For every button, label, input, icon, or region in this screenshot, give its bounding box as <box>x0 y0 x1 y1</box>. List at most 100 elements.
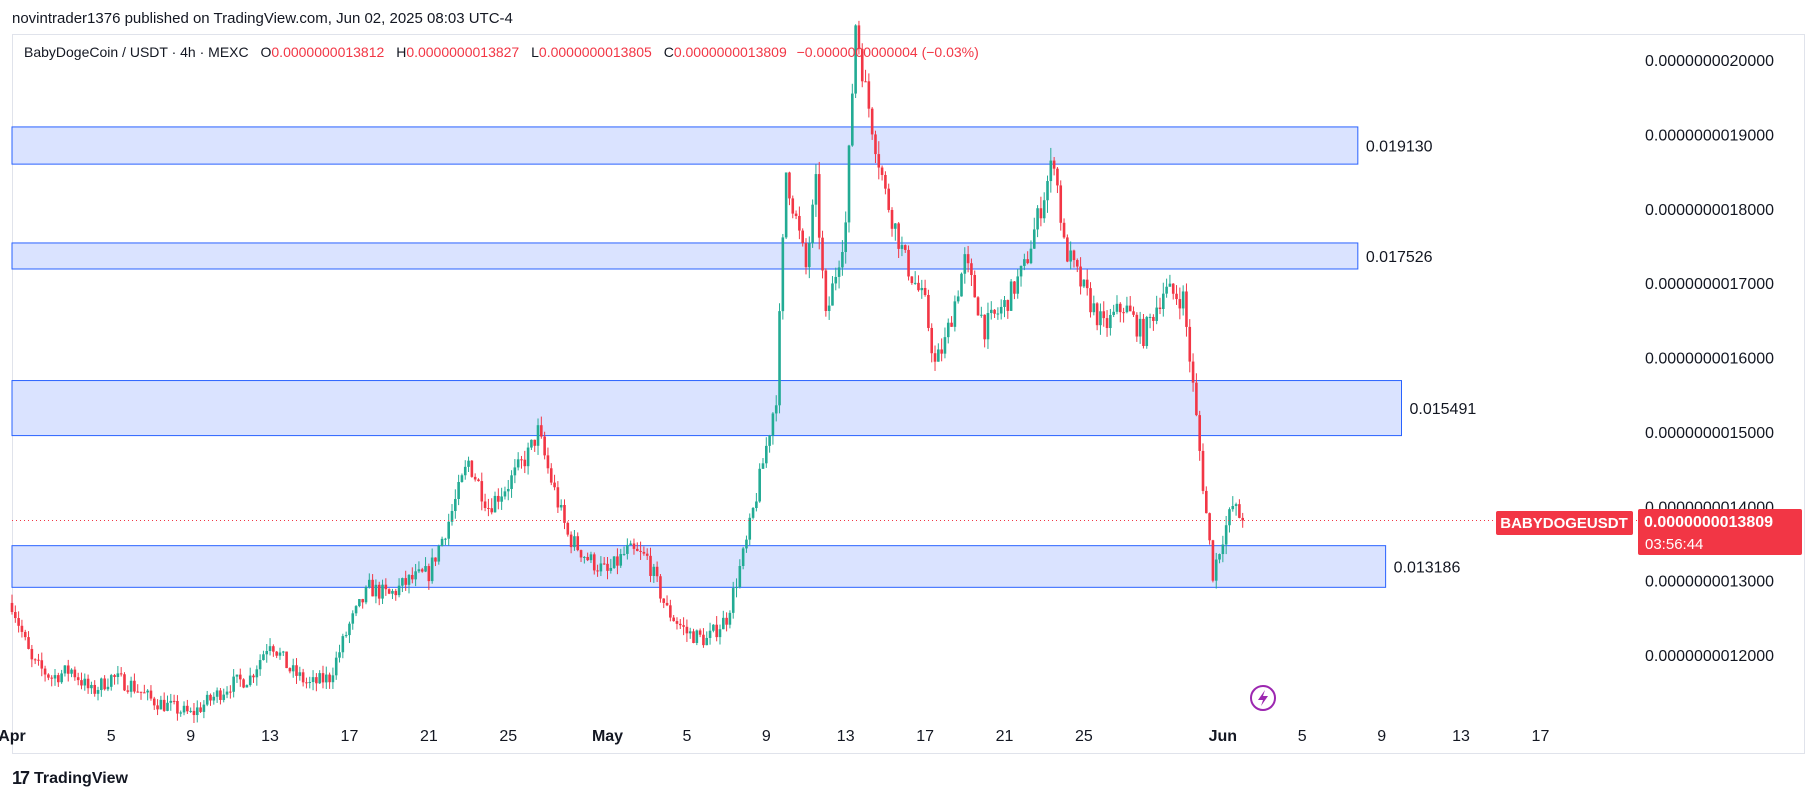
close-label: C <box>663 44 674 60</box>
candle-body-27 <box>100 678 103 691</box>
candle-body-87 <box>298 672 302 676</box>
candle-body-66 <box>229 691 232 693</box>
price-tag-value: 0.0000000013809 <box>1644 514 1773 531</box>
candle-body-296 <box>989 309 993 314</box>
candle-body-303 <box>1013 281 1016 294</box>
candle-body-88 <box>301 672 305 683</box>
candle-body-89 <box>305 682 308 684</box>
candle-body-214 <box>718 629 722 638</box>
candle-body-90 <box>308 682 312 684</box>
candle-body-111 <box>377 584 381 599</box>
candle-body-50 <box>176 700 179 714</box>
candle-body-94 <box>321 673 325 683</box>
candle-body-253 <box>847 145 851 223</box>
candle-body-218 <box>731 588 735 613</box>
candle-body-358 <box>1195 382 1198 416</box>
candle-body-61 <box>212 696 216 701</box>
candle-body-22 <box>83 678 87 686</box>
candle-body-53 <box>186 705 189 712</box>
candle-body-34 <box>123 674 126 691</box>
lightning-icon-ring <box>1250 685 1276 711</box>
candle-body-205 <box>688 631 692 634</box>
zone-1[interactable] <box>11 126 1359 165</box>
candle-body-101 <box>344 635 348 637</box>
candle-body-332 <box>1109 314 1112 329</box>
candle-body-154 <box>520 459 523 461</box>
zone-4[interactable] <box>11 545 1387 588</box>
candle-body-339 <box>1132 311 1135 315</box>
candle-body-312 <box>1042 200 1046 219</box>
candle-body-163 <box>549 468 553 483</box>
candle-body-351 <box>1171 283 1175 294</box>
price-axis[interactable]: 0.0000000012000 0.0000000013000 0.00000000… <box>1645 53 1774 665</box>
candle-body-36 <box>129 680 133 692</box>
candle-body-202 <box>678 623 682 626</box>
candle-body-21 <box>80 680 83 686</box>
candle-body-295 <box>986 313 990 340</box>
candle-body-151 <box>510 475 513 489</box>
tradingview-logo[interactable]: 17 TradingView <box>12 768 128 789</box>
candle-body-238 <box>798 215 801 231</box>
candle-body-298 <box>996 313 1000 315</box>
zone-3[interactable] <box>11 380 1402 437</box>
candle-body-125 <box>424 566 427 572</box>
candle-body-357 <box>1191 361 1195 383</box>
candle-body-276 <box>923 287 927 295</box>
candle-body-318 <box>1062 222 1066 238</box>
candle-body-42 <box>149 690 153 699</box>
candle-body-372 <box>1241 517 1244 521</box>
candle-body-181 <box>609 567 613 571</box>
candle-body-74 <box>255 669 259 678</box>
candle-body-193 <box>649 555 652 576</box>
candle-body-15 <box>60 673 63 683</box>
candle-body-81 <box>278 652 282 656</box>
candle-body-279 <box>933 353 937 362</box>
candle-body-203 <box>682 625 685 627</box>
candle-body-96 <box>328 674 331 683</box>
candle-body-233 <box>781 237 785 312</box>
time-axis[interactable]: Apr 5 9 13 17 21 25 May 5 9 13 17 21 25 Jun 5 9 13 17 <box>0 728 1549 745</box>
candle-body-229 <box>768 435 771 446</box>
candle-body-72 <box>248 675 252 686</box>
candle-body-176 <box>592 554 596 571</box>
candle-body-147 <box>497 495 500 502</box>
candle-body-343 <box>1145 317 1149 347</box>
candle-body-115 <box>391 590 394 594</box>
candle-body-285 <box>953 301 957 327</box>
candle-body-350 <box>1168 283 1172 287</box>
candle-body-82 <box>281 651 285 653</box>
candle-body-211 <box>708 630 712 638</box>
candle-body-153 <box>516 459 520 468</box>
candle-body-54 <box>189 710 192 712</box>
candle-body-244 <box>817 174 821 238</box>
candle-body-241 <box>808 243 811 268</box>
candle-body-35 <box>126 690 130 692</box>
candle-body-165 <box>556 487 560 508</box>
symbol-legend: BabyDogeCoin / USDT · 4h · MEXC O0.00000… <box>24 44 979 60</box>
candle-body-149 <box>503 491 507 497</box>
symbol-title[interactable]: BabyDogeCoin / USDT · 4h · MEXC <box>24 44 249 60</box>
candle-body-104 <box>354 606 358 614</box>
candle-body-317 <box>1059 185 1063 223</box>
candle-body-286 <box>956 296 960 302</box>
candle-body-174 <box>586 556 589 561</box>
lightning-icon[interactable] <box>1250 685 1276 711</box>
candle-body-307 <box>1026 259 1029 264</box>
zone-2[interactable] <box>11 242 1359 270</box>
candle-body-7 <box>33 659 37 661</box>
candle-body-254 <box>851 93 854 146</box>
candle-body-23 <box>86 678 90 689</box>
candle-body-371 <box>1238 504 1241 518</box>
candle-body-100 <box>341 636 345 653</box>
candle-body-185 <box>622 553 626 555</box>
candle-body-77 <box>265 650 269 655</box>
candle-body-152 <box>513 467 517 476</box>
candle-body-38 <box>136 691 140 693</box>
candle-body-301 <box>1006 300 1010 311</box>
candle-body-261 <box>874 134 877 155</box>
change-value: −0.0000000000004 (−0.03%) <box>796 44 979 60</box>
candles-layer <box>10 20 1244 724</box>
candle-body-232 <box>778 311 781 406</box>
candle-body-171 <box>576 536 580 551</box>
